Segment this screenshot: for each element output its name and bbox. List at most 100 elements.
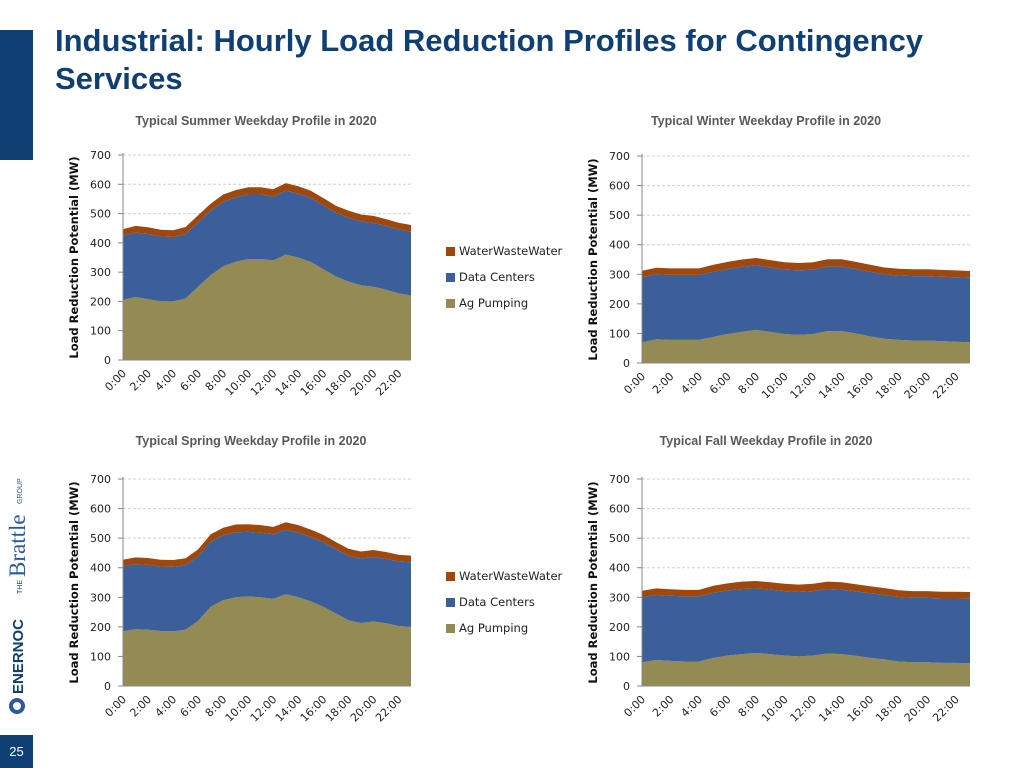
x-tick-label-summer: 12:00 <box>248 367 280 399</box>
area-spring-waterwastewater <box>123 522 411 567</box>
legend-label: Ag Pumping <box>459 621 529 635</box>
y-tick-label-fall: 100 <box>609 650 630 663</box>
legend-label: WaterWasteWater <box>459 569 563 583</box>
legend-swatch-data-centers <box>446 598 455 607</box>
y-tick-label-spring: 500 <box>90 532 111 545</box>
y-tick-label-spring: 200 <box>90 621 111 634</box>
y-tick-label-fall: 400 <box>609 562 630 575</box>
chart-title-summer: Typical Summer Weekday Profile in 2020 <box>135 114 377 128</box>
page-number: 25 <box>0 735 33 768</box>
brattle-logo: THE Brattle GROUP <box>5 478 30 594</box>
y-tick-label-winter: 0 <box>623 357 630 370</box>
x-tick-label-winter: 14:00 <box>816 370 848 402</box>
x-tick-label-spring: 18:00 <box>323 693 355 725</box>
brattle-logo-text: Brattle <box>5 514 30 577</box>
legend-label: WaterWasteWater <box>459 244 563 258</box>
area-summer-data-centers <box>123 190 411 302</box>
x-tick-label-summer: 2:00 <box>127 367 154 394</box>
y-tick-label-spring: 700 <box>90 473 111 486</box>
x-tick-label-summer: 0:00 <box>102 367 129 394</box>
logos-strip: ENERNOC THE Brattle GROUP <box>0 470 34 720</box>
y-tick-label-winter: 100 <box>609 327 630 340</box>
y-tick-label-spring: 300 <box>90 591 111 604</box>
y-tick-label-spring: 0 <box>104 680 111 693</box>
x-tick-label-fall: 16:00 <box>845 693 877 725</box>
y-tick-label-fall: 300 <box>609 591 630 604</box>
area-summer-ag-pumping <box>123 254 411 360</box>
y-tick-label-summer: 100 <box>90 325 111 338</box>
area-spring-ag-pumping <box>123 594 411 686</box>
x-tick-label-winter: 10:00 <box>759 370 791 402</box>
y-axis-title-summer: Load Reduction Potential (MW) <box>67 156 81 358</box>
legend-item-data-centers: Data Centers <box>446 270 562 296</box>
x-tick-label-summer: 22:00 <box>373 367 405 399</box>
x-tick-label-fall: 0:00 <box>621 693 648 720</box>
y-tick-label-winter: 700 <box>609 150 630 163</box>
y-tick-label-summer: 400 <box>90 237 111 250</box>
chart-title-spring: Typical Spring Weekday Profile in 2020 <box>135 434 367 448</box>
area-winter-ag-pumping <box>642 329 970 363</box>
area-fall-ag-pumping <box>642 652 970 686</box>
y-tick-label-fall: 700 <box>609 473 630 486</box>
y-tick-label-summer: 600 <box>90 178 111 191</box>
area-spring-data-centers <box>123 529 411 632</box>
x-tick-label-fall: 20:00 <box>902 693 934 725</box>
legend-swatch-water-waste-water <box>446 247 455 256</box>
y-tick-label-fall: 200 <box>609 621 630 634</box>
y-tick-label-winter: 200 <box>609 298 630 311</box>
logos-svg: ENERNOC THE Brattle GROUP <box>5 478 30 714</box>
area-winter-waterwastewater <box>642 258 970 278</box>
x-tick-label-fall: 6:00 <box>707 693 734 720</box>
x-tick-label-fall: 10:00 <box>759 693 791 725</box>
y-tick-label-winter: 400 <box>609 239 630 252</box>
legend-label: Data Centers <box>459 595 535 609</box>
x-tick-label-winter: 22:00 <box>930 370 962 402</box>
legend-swatch-ag-pumping <box>446 624 455 633</box>
area-winter-data-centers <box>642 265 970 343</box>
x-tick-label-summer: 20:00 <box>348 367 380 399</box>
x-tick-label-summer: 10:00 <box>223 367 255 399</box>
y-axis-title-winter: Load Reduction Potential (MW) <box>586 158 600 360</box>
x-tick-label-spring: 2:00 <box>127 693 154 720</box>
y-tick-label-fall: 0 <box>623 680 630 693</box>
brattle-logo-suffix: GROUP <box>17 478 24 504</box>
y-tick-label-summer: 200 <box>90 295 111 308</box>
x-tick-label-winter: 0:00 <box>621 370 648 397</box>
x-tick-label-winter: 12:00 <box>788 370 820 402</box>
x-tick-label-spring: 10:00 <box>223 693 255 725</box>
legend-item-ag-pumping: Ag Pumping <box>446 621 562 647</box>
legend-item-data-centers: Data Centers <box>446 595 562 621</box>
x-tick-label-summer: 16:00 <box>298 367 330 399</box>
x-tick-label-fall: 12:00 <box>788 693 820 725</box>
y-tick-label-fall: 500 <box>609 532 630 545</box>
y-tick-label-spring: 400 <box>90 562 111 575</box>
x-tick-label-fall: 2:00 <box>650 693 677 720</box>
legend-swatch-water-waste-water <box>446 572 455 581</box>
x-tick-label-fall: 18:00 <box>873 693 905 725</box>
x-tick-label-spring: 12:00 <box>248 693 280 725</box>
y-axis-title-fall: Load Reduction Potential (MW) <box>586 481 600 683</box>
area-fall-waterwastewater <box>642 581 970 599</box>
slide-title: Industrial: Hourly Load Reduction Profil… <box>55 23 924 96</box>
y-tick-label-winter: 300 <box>609 268 630 281</box>
x-tick-label-spring: 6:00 <box>178 693 205 720</box>
y-tick-label-fall: 600 <box>609 503 630 516</box>
legend-swatch-ag-pumping <box>446 299 455 308</box>
brattle-logo-prefix: THE <box>17 580 24 594</box>
x-tick-label-summer: 18:00 <box>323 367 355 399</box>
x-tick-label-spring: 14:00 <box>273 693 305 725</box>
legend-item-ag-pumping: Ag Pumping <box>446 296 562 322</box>
legend-summer: WaterWasteWater Data Centers Ag Pumping <box>446 244 562 322</box>
x-tick-label-winter: 2:00 <box>650 370 677 397</box>
accent-bar <box>0 30 33 160</box>
legend-item-water-waste-water: WaterWasteWater <box>446 569 562 595</box>
chart-title-winter: Typical Winter Weekday Profile in 2020 <box>650 114 882 128</box>
y-tick-label-summer: 300 <box>90 266 111 279</box>
y-tick-label-winter: 600 <box>609 180 630 193</box>
x-tick-label-spring: 22:00 <box>373 693 405 725</box>
legend-item-water-waste-water: WaterWasteWater <box>446 244 562 270</box>
x-tick-label-winter: 6:00 <box>707 370 734 397</box>
x-tick-label-fall: 14:00 <box>816 693 848 725</box>
x-tick-label-spring: 16:00 <box>298 693 330 725</box>
